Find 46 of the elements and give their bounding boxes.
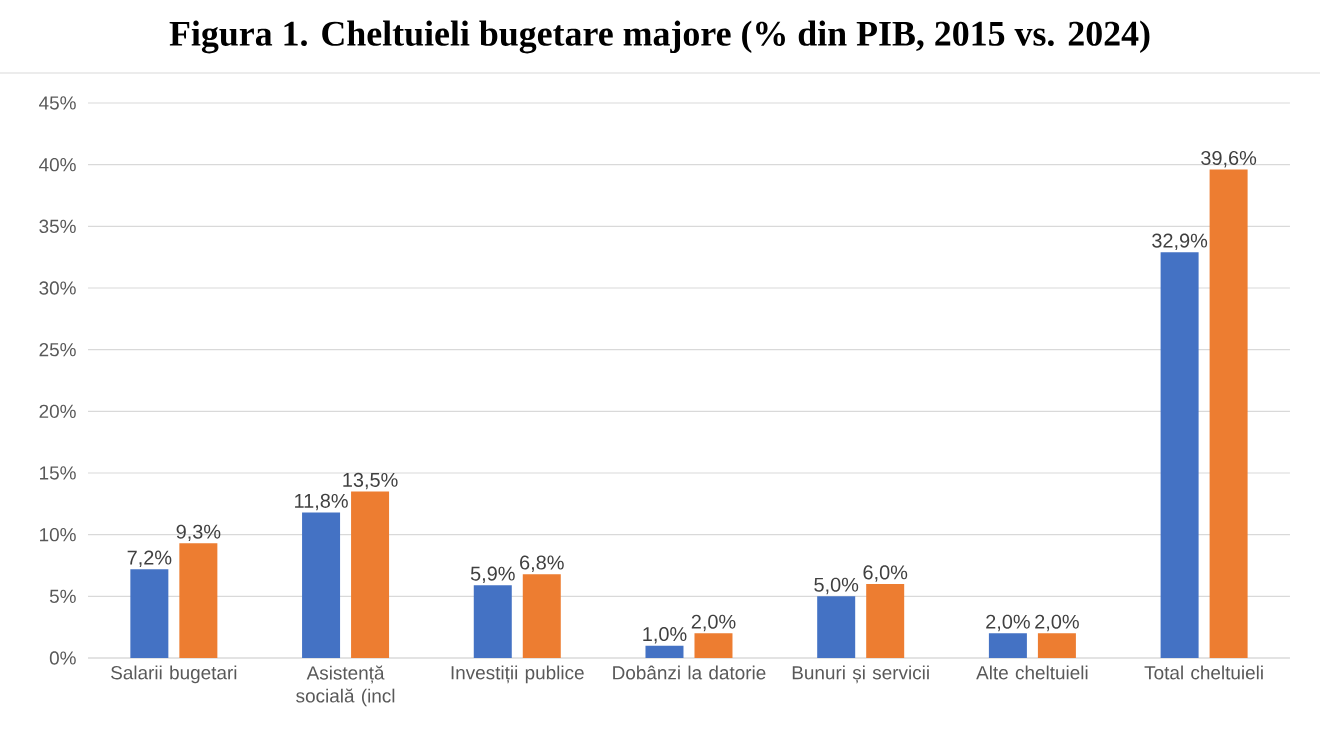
bar xyxy=(1160,252,1199,658)
data-label: 2,0% xyxy=(986,614,1030,632)
bar xyxy=(130,569,169,658)
data-label: 9,3% xyxy=(176,524,221,542)
data-label: 6,0% xyxy=(863,565,908,582)
y-tick-label: 45% xyxy=(39,96,76,110)
data-label: 11,8% xyxy=(295,493,348,511)
bar xyxy=(694,633,733,658)
bar xyxy=(179,543,218,658)
bar xyxy=(473,585,512,658)
data-label: 1,0% xyxy=(643,627,687,644)
data-label: 2,0% xyxy=(1035,614,1079,632)
data-label: 32,9% xyxy=(1152,233,1208,251)
bar xyxy=(866,584,905,658)
x-tick-label: Dobânzi la datorie xyxy=(613,665,766,680)
bar xyxy=(988,633,1027,658)
bar xyxy=(351,491,390,658)
data-label: 13,5% xyxy=(343,472,398,490)
y-tick-label: 25% xyxy=(39,342,76,357)
bar xyxy=(1209,169,1248,658)
data-label: 5,9% xyxy=(470,566,515,584)
y-tick-label: 35% xyxy=(39,219,76,234)
x-tick-label: Asistență socială (incl xyxy=(296,665,395,707)
data-label: 7,2% xyxy=(127,550,172,567)
data-label: 5,0% xyxy=(814,577,859,595)
y-tick-label: 10% xyxy=(40,527,76,542)
data-label: 39,6% xyxy=(1201,150,1257,168)
y-tick-label: 0% xyxy=(49,651,76,665)
data-label: 2,0% xyxy=(691,614,736,632)
x-tick-label: Salarii bugetari xyxy=(111,665,237,684)
data-label: 6,8% xyxy=(520,555,564,572)
y-tick-label: 5% xyxy=(49,589,76,603)
x-tick-label: Total cheltuieli xyxy=(1144,665,1263,680)
chart-title: Figura 1. Cheltuieli bugetare majore (% din PIB, 2015 vs. 2024) xyxy=(169,20,1150,54)
y-tick-label: 40% xyxy=(39,157,76,172)
x-tick-label: Alte cheltuieli xyxy=(976,665,1088,680)
bar xyxy=(1037,633,1076,658)
y-tick-label: 15% xyxy=(40,466,76,480)
x-tick-label: Bunuri și servicii xyxy=(792,665,929,684)
bar xyxy=(817,596,856,658)
bar xyxy=(645,645,684,658)
bar xyxy=(522,574,561,658)
x-tick-label: Investiții publice xyxy=(451,665,584,684)
y-tick-label: 30% xyxy=(39,281,76,295)
bar xyxy=(302,512,341,658)
y-tick-label: 20% xyxy=(39,404,76,419)
